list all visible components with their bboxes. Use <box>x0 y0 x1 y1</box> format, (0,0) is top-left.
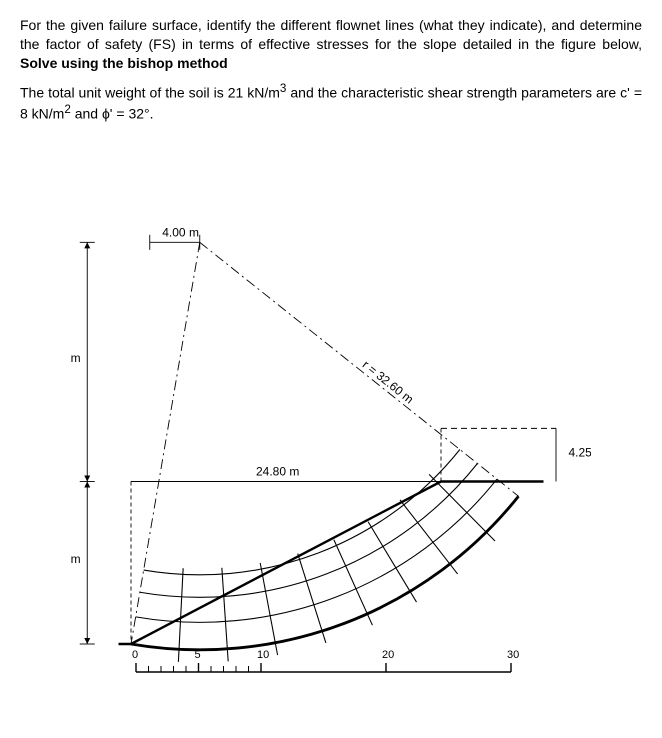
question-paragraph-2: The total unit weight of the soil is 21 … <box>20 81 642 124</box>
label-left-lower: 13.00 m <box>71 552 81 566</box>
equipotential-6 <box>368 522 416 602</box>
flow-line-1 <box>140 463 478 597</box>
question-paragraph-1: For the given failure surface, identify … <box>20 16 642 73</box>
figure-container: 4.25 m 4.00 m 19.30 m 13.00 m 24.80 m r = 32.… <box>20 134 642 694</box>
para2-text-a: The total unit weight of the soil is 21 … <box>20 84 280 100</box>
equipotential-8 <box>429 474 495 541</box>
para2-text-c: and <box>75 106 102 122</box>
label-right-dim: 4.25 m <box>569 445 592 459</box>
radius-left <box>131 242 200 644</box>
arrowhead <box>84 638 90 644</box>
radius-right <box>200 242 519 496</box>
para2-phi: ϕ' <box>102 106 113 122</box>
label-horiz-dim: 24.80 m <box>256 464 299 478</box>
equipotential-7 <box>400 500 458 574</box>
ruler-label-3: 20 <box>382 649 394 661</box>
label-left-upper: 19.30 m <box>71 351 81 365</box>
equipotential-4 <box>298 553 326 642</box>
equipotential-1 <box>178 568 183 662</box>
para2-text-d: = 32°. <box>116 106 153 122</box>
flow-line-2 <box>144 449 460 574</box>
ruler-label-1: 5 <box>195 649 201 661</box>
label-top-dim: 4.00 m <box>162 225 199 239</box>
para1-text-a: For the given failure surface, identify … <box>20 17 642 52</box>
ruler-label-4: 30 <box>507 649 519 661</box>
slope-surface <box>119 481 544 644</box>
arrowhead <box>84 481 90 487</box>
label-radius: r = 32.60 m <box>360 357 416 406</box>
equipotential-3 <box>260 563 277 655</box>
slope-figure-svg: 4.25 m 4.00 m 19.30 m 13.00 m 24.80 m r = 32.… <box>71 134 591 694</box>
ruler-label-0: 0 <box>132 649 138 661</box>
arrowhead <box>84 242 90 248</box>
para1-text-b: Solve using the bishop method <box>20 55 228 71</box>
equipotential-2 <box>222 568 228 662</box>
equipotential-5 <box>334 540 373 625</box>
arrowhead <box>84 475 90 481</box>
ruler-label-2: 10 <box>257 649 269 661</box>
